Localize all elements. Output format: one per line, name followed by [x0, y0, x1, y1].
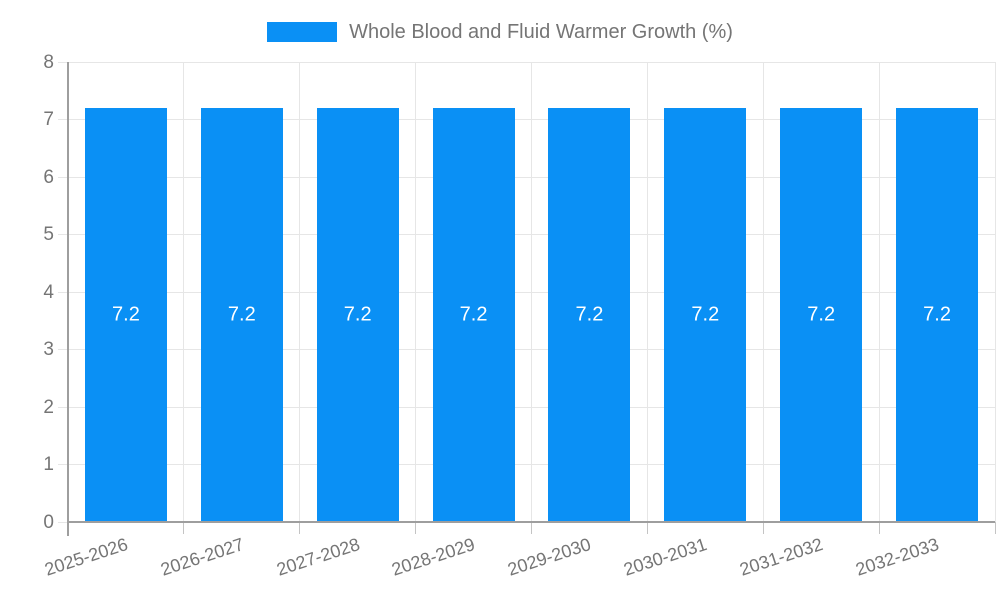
legend: Whole Blood and Fluid Warmer Growth (%) [0, 20, 1000, 44]
bar-value-label: 7.2 [343, 303, 372, 326]
y-axis-tick-label: 7 [43, 109, 54, 130]
x-axis-tick [531, 522, 532, 534]
bar-value-label: 7.2 [459, 303, 488, 326]
x-axis-category-label: 2027-2028 [273, 534, 362, 580]
bar-value-label: 7.2 [923, 303, 951, 326]
bar[interactable]: 7.2 [432, 108, 515, 522]
x-axis-category-label: 2031-2032 [737, 534, 826, 580]
x-axis-category-label: 2026-2027 [157, 534, 246, 580]
gridline-vertical [299, 62, 301, 522]
x-axis-category-label: 2030-2031 [621, 534, 710, 580]
x-axis-tick [183, 522, 185, 534]
bar-value-label: 7.2 [112, 303, 140, 326]
bar[interactable]: 7.2 [896, 108, 979, 522]
x-axis-tick [299, 522, 301, 534]
y-axis-tick [58, 349, 68, 350]
bar-value-label: 7.2 [807, 303, 836, 326]
y-axis-tick-label: 5 [43, 224, 54, 245]
x-axis-category-label: 2032-2033 [853, 534, 942, 580]
x-axis-tick [646, 522, 648, 534]
gridline-vertical [994, 62, 996, 522]
plot-area: 0 1 2 3 4 5 6 7 8 7.2 7.2 7.2 7.2 7.2 7.2 7.2 7.2 2025-20… [42, 53, 996, 580]
y-axis-tick [58, 406, 68, 408]
bar-value-label: 7.2 [575, 303, 604, 326]
bar[interactable]: 7.2 [200, 108, 283, 522]
bar[interactable]: 7.2 [780, 108, 863, 522]
y-axis-tick-label: 0 [43, 511, 54, 533]
y-axis-tick [58, 464, 68, 465]
y-axis-tick-label: 6 [43, 166, 54, 188]
y-axis-tick [58, 291, 68, 293]
x-axis-category-label: 2028-2029 [389, 534, 478, 580]
bar[interactable]: 7.2 [664, 108, 747, 522]
y-axis-tick-label: 3 [43, 339, 54, 360]
bar-value-label: 7.2 [691, 303, 720, 326]
gridline-vertical [646, 62, 648, 522]
gridline-vertical [415, 62, 417, 522]
legend-label: Whole Blood and Fluid Warmer Growth (%) [349, 21, 733, 43]
x-axis-category-label: 2025-2026 [42, 534, 131, 580]
y-axis-tick [58, 61, 68, 63]
x-axis-line [68, 521, 995, 523]
y-axis-tick [58, 234, 68, 235]
y-axis-tick-label: 8 [43, 51, 54, 73]
y-axis-tick-label: 4 [43, 281, 54, 303]
y-axis-tick-label: 2 [43, 396, 54, 418]
gridline-vertical [878, 62, 880, 522]
x-axis-tick [878, 522, 880, 534]
bar[interactable]: 7.2 [316, 108, 399, 522]
x-axis-category-label: 2029-2030 [505, 534, 594, 580]
x-axis-tick [415, 522, 417, 534]
bar-value-label: 7.2 [227, 303, 256, 326]
bar[interactable]: 7.2 [84, 108, 167, 522]
gridline-vertical [531, 62, 532, 522]
y-axis-tick [58, 521, 68, 523]
x-axis-tick [994, 522, 996, 534]
y-axis-tick-label: 1 [43, 454, 54, 475]
gridline-vertical [183, 62, 185, 522]
gridline-vertical [762, 62, 764, 522]
x-axis-tick [762, 522, 764, 534]
y-axis-tick [58, 176, 68, 178]
legend-swatch [267, 22, 338, 42]
y-axis-tick [58, 119, 68, 120]
y-axis-line [67, 62, 69, 536]
bar[interactable]: 7.2 [548, 108, 631, 522]
